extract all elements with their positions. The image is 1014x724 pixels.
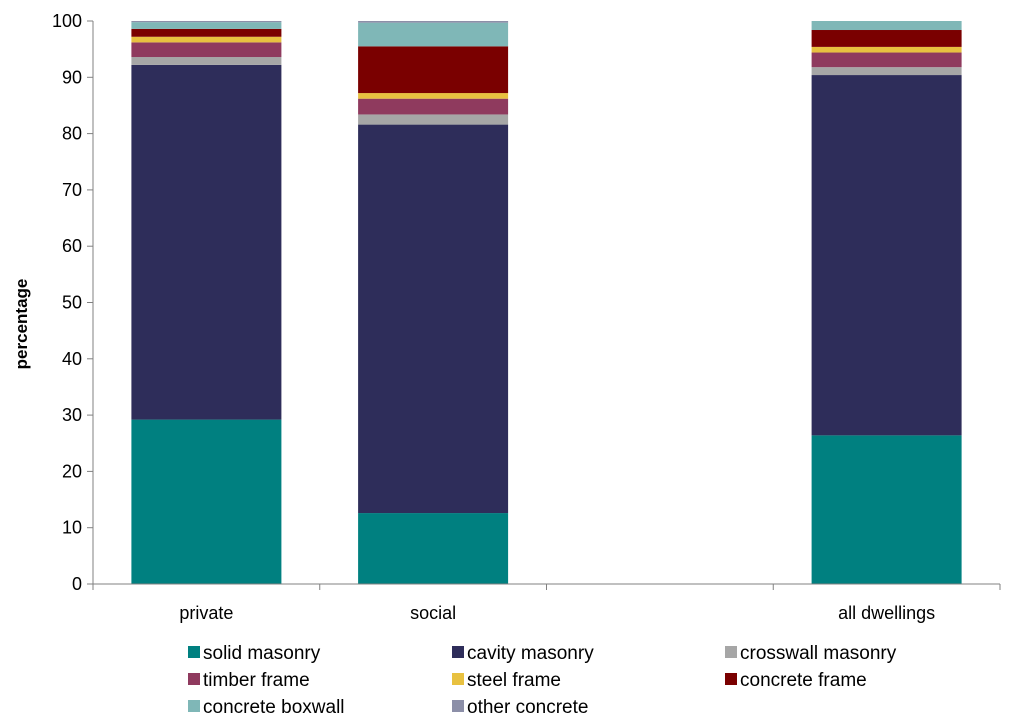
legend-swatch	[452, 700, 464, 712]
bar-all-dwellings-timber-frame	[811, 52, 962, 68]
y-tick-label: 100	[52, 11, 82, 31]
bar-private-concrete-frame	[131, 28, 282, 37]
legend-swatch	[188, 646, 200, 658]
x-tick-label: private	[179, 603, 233, 623]
y-tick-label: 50	[62, 293, 82, 313]
legend-label: concrete frame	[740, 670, 867, 691]
bar-all-dwellings-cavity-masonry	[811, 75, 962, 436]
legend-label: timber frame	[203, 670, 310, 691]
legend-label: concrete boxwall	[203, 697, 345, 718]
bar-private-other-concrete	[131, 21, 282, 23]
y-tick-label: 90	[62, 67, 82, 87]
legend-label: crosswall masonry	[740, 643, 897, 664]
axes-layer: 0 10 20 30 40 50 60 70 80 90 100 private social all d…	[52, 11, 1001, 623]
legend-swatch	[452, 673, 464, 685]
bar-social-other-concrete	[358, 21, 509, 23]
bar-all-dwellings-concrete-boxwall	[811, 21, 962, 31]
bar-social-solid-masonry	[358, 513, 509, 584]
legend-swatch	[725, 673, 737, 685]
bar-social-timber-frame	[358, 98, 509, 115]
legend-label: cavity masonry	[467, 643, 594, 664]
bar-all-dwellings-steel-frame	[811, 46, 962, 53]
legend-item-crosswall-masonry: crosswall masonry	[725, 643, 897, 664]
legend-swatch	[188, 700, 200, 712]
bar-social-concrete-frame	[358, 46, 509, 94]
legend-swatch	[725, 646, 737, 658]
legend-swatch	[452, 646, 464, 658]
bar-social-concrete-boxwall	[358, 22, 509, 47]
bar-private-crosswall-masonry	[131, 57, 282, 65]
bar-all-dwellings-solid-masonry	[811, 435, 962, 584]
legend-item-cavity-masonry: cavity masonry	[452, 643, 594, 664]
y-tick-label: 20	[62, 461, 82, 481]
legend: solid masonry cavity masonry crosswall mas…	[188, 643, 897, 718]
x-tick-label: all dwellings	[838, 603, 935, 623]
legend-item-other-concrete: other concrete	[452, 697, 588, 718]
legend-swatch	[188, 673, 200, 685]
y-tick-label: 80	[62, 124, 82, 144]
bar-private-steel-frame	[131, 36, 282, 43]
bar-private-timber-frame	[131, 42, 282, 58]
y-axis-title: percentage	[12, 279, 31, 370]
legend-item-concrete-boxwall: concrete boxwall	[188, 697, 345, 718]
bar-social-cavity-masonry	[358, 124, 509, 514]
legend-item-timber-frame: timber frame	[188, 670, 310, 691]
y-tick-label: 0	[72, 574, 82, 594]
bar-social-crosswall-masonry	[358, 114, 509, 125]
y-tick-label: 70	[62, 180, 82, 200]
y-tick-label: 40	[62, 349, 82, 369]
bar-social-steel-frame	[358, 93, 509, 99]
bar-all-dwellings-concrete-frame	[811, 30, 962, 47]
bar-private-solid-masonry	[131, 419, 282, 584]
bar-private-concrete-boxwall	[131, 22, 282, 29]
y-tick-label: 10	[62, 518, 82, 538]
legend-label: steel frame	[467, 670, 561, 691]
legend-item-solid-masonry: solid masonry	[188, 643, 321, 664]
x-tick-label: social	[410, 603, 456, 623]
legend-label: other concrete	[467, 697, 588, 718]
legend-item-steel-frame: steel frame	[452, 670, 561, 691]
y-tick-label: 30	[62, 405, 82, 425]
legend-label: solid masonry	[203, 643, 321, 664]
bar-all-dwellings-crosswall-masonry	[811, 67, 962, 76]
bars-layer	[131, 21, 962, 584]
bar-private-cavity-masonry	[131, 64, 282, 420]
legend-item-concrete-frame: concrete frame	[725, 670, 867, 691]
y-tick-label: 60	[62, 236, 82, 256]
